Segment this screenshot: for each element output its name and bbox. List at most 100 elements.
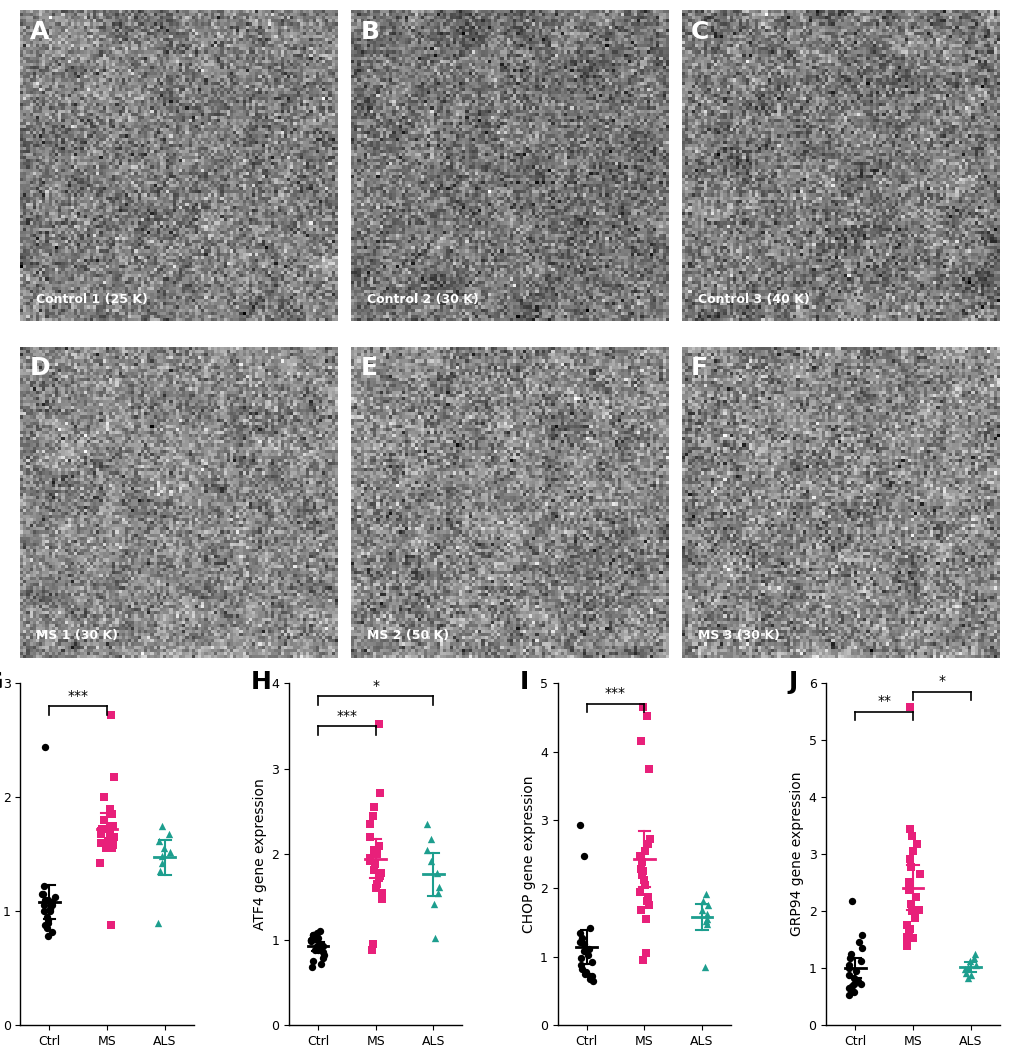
Point <box>698 906 714 923</box>
Point <box>842 946 858 962</box>
Point <box>906 910 922 927</box>
Point <box>632 884 648 901</box>
Point <box>842 981 858 998</box>
Text: Control 3 (40 K): Control 3 (40 K) <box>697 293 808 305</box>
Point <box>156 840 172 857</box>
Point <box>364 941 380 958</box>
Point <box>154 848 170 865</box>
Point <box>640 897 656 914</box>
Point <box>583 954 599 971</box>
Point <box>361 852 377 869</box>
Point <box>40 928 56 945</box>
Point <box>841 950 857 967</box>
Point <box>422 852 438 869</box>
Text: MS 2 (50 K): MS 2 (50 K) <box>367 629 448 642</box>
Text: ***: *** <box>604 686 626 701</box>
Text: MS 3 (30 K): MS 3 (30 K) <box>697 629 779 642</box>
Text: MS 1 (30 K): MS 1 (30 K) <box>37 629 118 642</box>
Point <box>362 828 378 845</box>
Point <box>365 842 381 859</box>
Point <box>901 699 917 715</box>
Point <box>698 911 714 928</box>
Point <box>908 836 924 852</box>
Point <box>967 957 983 974</box>
Point <box>42 901 58 917</box>
Point <box>304 930 320 947</box>
Point <box>898 929 914 946</box>
Point <box>304 958 320 975</box>
Text: C: C <box>691 20 709 44</box>
Point <box>93 825 109 842</box>
Point <box>853 927 869 943</box>
Point <box>307 941 323 958</box>
Point <box>639 892 655 909</box>
Point <box>636 877 652 893</box>
Point <box>900 873 916 890</box>
Point <box>374 890 390 907</box>
Point <box>92 855 108 871</box>
Point <box>361 850 377 867</box>
Point <box>580 940 596 957</box>
Point <box>910 866 926 883</box>
Text: F: F <box>691 357 707 380</box>
Point <box>959 970 975 986</box>
Point <box>640 760 656 777</box>
Point <box>367 856 383 872</box>
Point <box>311 923 327 939</box>
Point <box>365 935 381 952</box>
Point <box>840 987 856 1004</box>
Point <box>573 956 589 973</box>
Point <box>631 847 647 864</box>
Point <box>44 897 60 914</box>
Text: *: * <box>372 679 379 692</box>
Point <box>695 892 711 909</box>
Point <box>572 933 588 950</box>
Point <box>371 867 387 884</box>
Text: A: A <box>30 20 49 44</box>
Point <box>900 925 916 941</box>
Point <box>315 945 331 961</box>
Point <box>154 855 170 871</box>
Point <box>898 938 914 955</box>
Point <box>582 968 598 984</box>
Point <box>152 863 168 880</box>
Point <box>901 850 917 867</box>
Point <box>37 891 53 908</box>
Point <box>430 879 446 895</box>
Point <box>574 960 590 977</box>
Point <box>898 917 914 934</box>
Point <box>40 912 56 929</box>
Point <box>370 837 386 854</box>
Point <box>901 881 917 897</box>
Point <box>96 812 112 828</box>
Point <box>44 893 60 910</box>
Point <box>39 909 55 926</box>
Point <box>94 821 110 838</box>
Point <box>634 699 650 715</box>
Point <box>36 878 52 894</box>
Point <box>636 842 652 859</box>
Point <box>309 930 325 947</box>
Point <box>98 840 114 857</box>
Point <box>633 902 649 918</box>
Point <box>313 935 329 952</box>
Point <box>313 955 329 972</box>
Point <box>372 784 388 801</box>
Point <box>102 916 118 933</box>
Text: Control 2 (30 K): Control 2 (30 K) <box>367 293 478 305</box>
Point <box>910 902 926 918</box>
Point <box>370 869 386 886</box>
Point <box>582 971 598 987</box>
Point <box>40 891 56 908</box>
Point <box>966 946 982 962</box>
Point <box>841 967 857 983</box>
Point <box>572 950 588 967</box>
Text: G: G <box>0 669 3 693</box>
Point <box>37 903 53 919</box>
Point <box>634 863 650 880</box>
Point <box>429 884 445 901</box>
Point <box>366 861 382 878</box>
Point <box>303 933 319 950</box>
Text: D: D <box>30 357 51 380</box>
Point <box>572 817 588 834</box>
